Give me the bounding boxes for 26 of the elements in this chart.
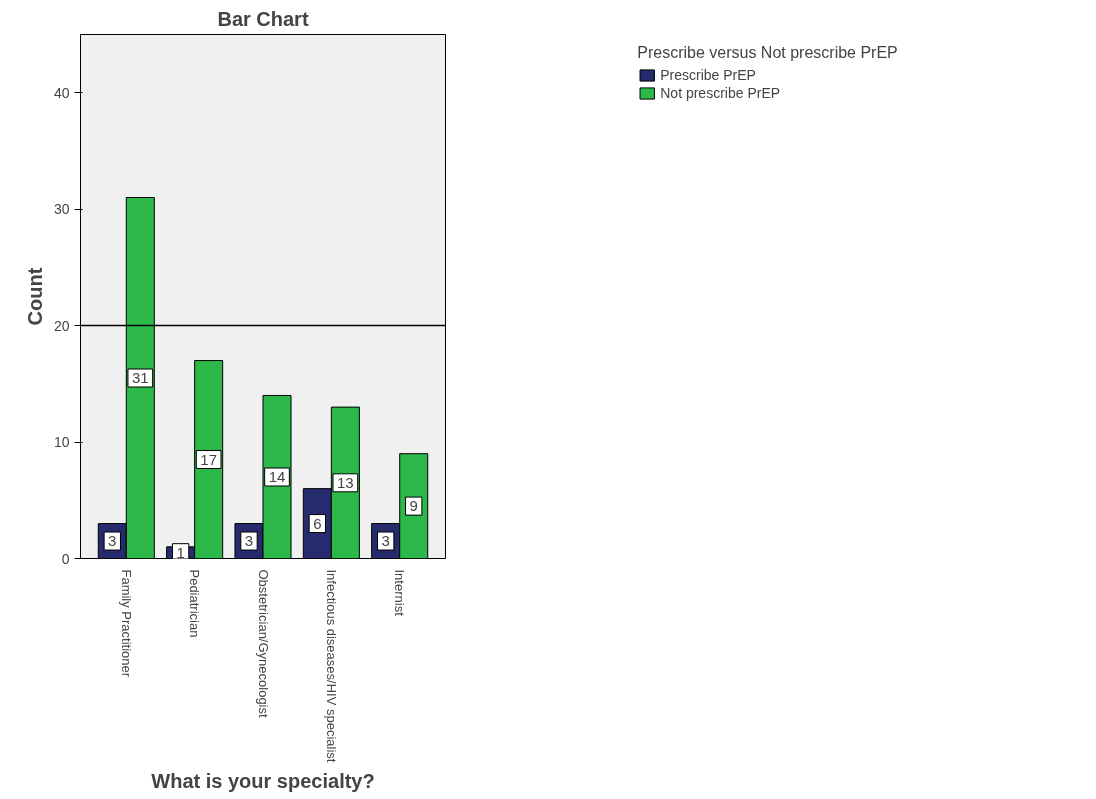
data-label: 3 <box>244 532 254 550</box>
x-tick-label: Obstetrician/Gynecologist <box>255 569 271 719</box>
x-tick-label: Internist <box>392 569 408 617</box>
data-label: 31 <box>131 369 149 387</box>
data-label: 9 <box>409 497 418 515</box>
legend-label: Not prescribe PrEP <box>660 85 781 101</box>
legend-title: Prescribe versus Not prescribe PrEP <box>637 44 898 62</box>
data-label: 17 <box>200 450 218 468</box>
data-label: 3 <box>108 532 117 550</box>
data-label: 13 <box>337 473 354 491</box>
x-tick-label: Pediatrician <box>187 569 203 638</box>
data-label: 6 <box>313 514 322 532</box>
y-tick-label: 30 <box>53 201 70 218</box>
chart-title: Bar Chart <box>217 7 309 30</box>
data-label: 1 <box>176 543 185 561</box>
legend-label: Prescribe PrEP <box>660 67 756 83</box>
x-tick-label: Family Practitioner <box>118 569 134 678</box>
x-tick-label: Infectious diseases/HIV specialist <box>323 569 339 763</box>
data-label: 14 <box>268 467 286 485</box>
y-tick-label: 10 <box>53 434 70 451</box>
y-tick-label: 20 <box>53 317 70 334</box>
y-tick-label: 40 <box>53 84 70 101</box>
data-label: 3 <box>381 532 390 550</box>
x-axis-title: What is your specialty? <box>151 770 375 793</box>
y-axis-title: Count <box>23 267 46 326</box>
y-tick-label: 0 <box>61 550 70 567</box>
